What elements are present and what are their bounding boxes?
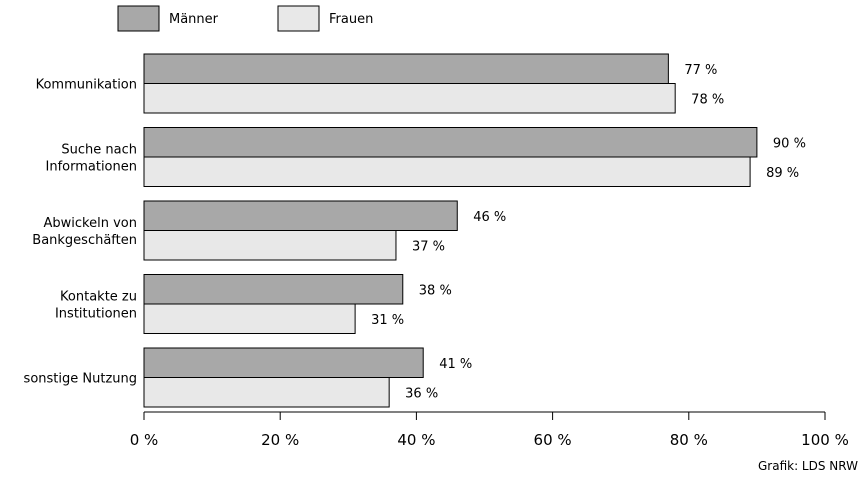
value-label-1-2: 37 % xyxy=(412,239,445,254)
value-label-0-3: 38 % xyxy=(419,283,452,298)
legend-swatch-1 xyxy=(277,5,320,32)
x-tick-label-5: 100 % xyxy=(801,431,849,449)
value-label-1-4: 36 % xyxy=(405,386,438,401)
category-label-3: Institutionen xyxy=(55,307,137,322)
bar-0-1 xyxy=(143,127,758,158)
x-tick-label-0: 0 % xyxy=(130,431,159,449)
category-label-2: Bankgeschäften xyxy=(32,233,137,248)
value-label-1-1: 89 % xyxy=(766,166,799,181)
category-label-4: sonstige Nutzung xyxy=(24,372,137,387)
bar-1-2 xyxy=(143,230,397,261)
category-label-2: Abwickeln von xyxy=(44,216,137,231)
bar-0-2 xyxy=(143,200,458,231)
x-tick-label-1: 20 % xyxy=(261,431,299,449)
legend-label-0: Männer xyxy=(169,12,219,27)
legend-swatch-0 xyxy=(117,5,160,32)
x-axis: 0 % 20 % 40 % 60 % 80 % 100 % xyxy=(130,411,849,449)
value-label-0-0: 77 % xyxy=(684,63,717,78)
x-tick-label-4: 80 % xyxy=(670,431,708,449)
value-label-0-1: 90 % xyxy=(773,136,806,151)
bar-0-0 xyxy=(143,53,669,84)
bar-1-3 xyxy=(143,303,356,334)
category-label-1: Informationen xyxy=(46,160,138,175)
bar-1-1 xyxy=(143,156,751,187)
value-label-1-0: 78 % xyxy=(691,92,724,107)
bar-0-3 xyxy=(143,274,404,305)
value-label-1-3: 31 % xyxy=(371,313,404,328)
bar-0-4 xyxy=(143,347,424,378)
bar-1-0 xyxy=(143,83,676,114)
x-tick-label-3: 60 % xyxy=(534,431,572,449)
value-label-0-4: 41 % xyxy=(439,357,472,372)
legend-label-1: Frauen xyxy=(329,12,373,27)
bars-group: Kommunikation 77 % 78 % Suche nach Informati… xyxy=(24,53,806,408)
legend: Männer Frauen xyxy=(117,5,373,32)
x-tick-label-2: 40 % xyxy=(397,431,435,449)
bar-1-4 xyxy=(143,377,390,408)
category-label-1: Suche nach xyxy=(61,143,137,158)
value-label-0-2: 46 % xyxy=(473,210,506,225)
category-label-3: Kontakte zu xyxy=(60,290,137,305)
source-note: Grafik: LDS NRW xyxy=(758,459,858,473)
category-label-0: Kommunikation xyxy=(36,78,137,93)
